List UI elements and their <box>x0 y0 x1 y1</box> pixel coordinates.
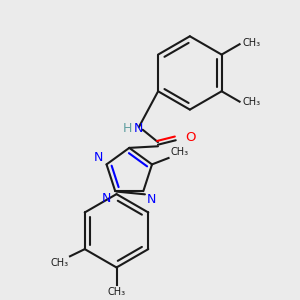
Text: H: H <box>123 122 132 135</box>
Text: CH₃: CH₃ <box>107 286 126 297</box>
Text: CH₃: CH₃ <box>242 38 260 48</box>
Text: N: N <box>134 122 143 135</box>
Text: CH₃: CH₃ <box>242 97 260 106</box>
Text: CH₃: CH₃ <box>170 147 188 158</box>
Text: N: N <box>102 192 111 205</box>
Text: N: N <box>93 151 103 164</box>
Text: CH₃: CH₃ <box>50 258 68 268</box>
Text: O: O <box>185 131 196 144</box>
Text: N: N <box>147 193 157 206</box>
